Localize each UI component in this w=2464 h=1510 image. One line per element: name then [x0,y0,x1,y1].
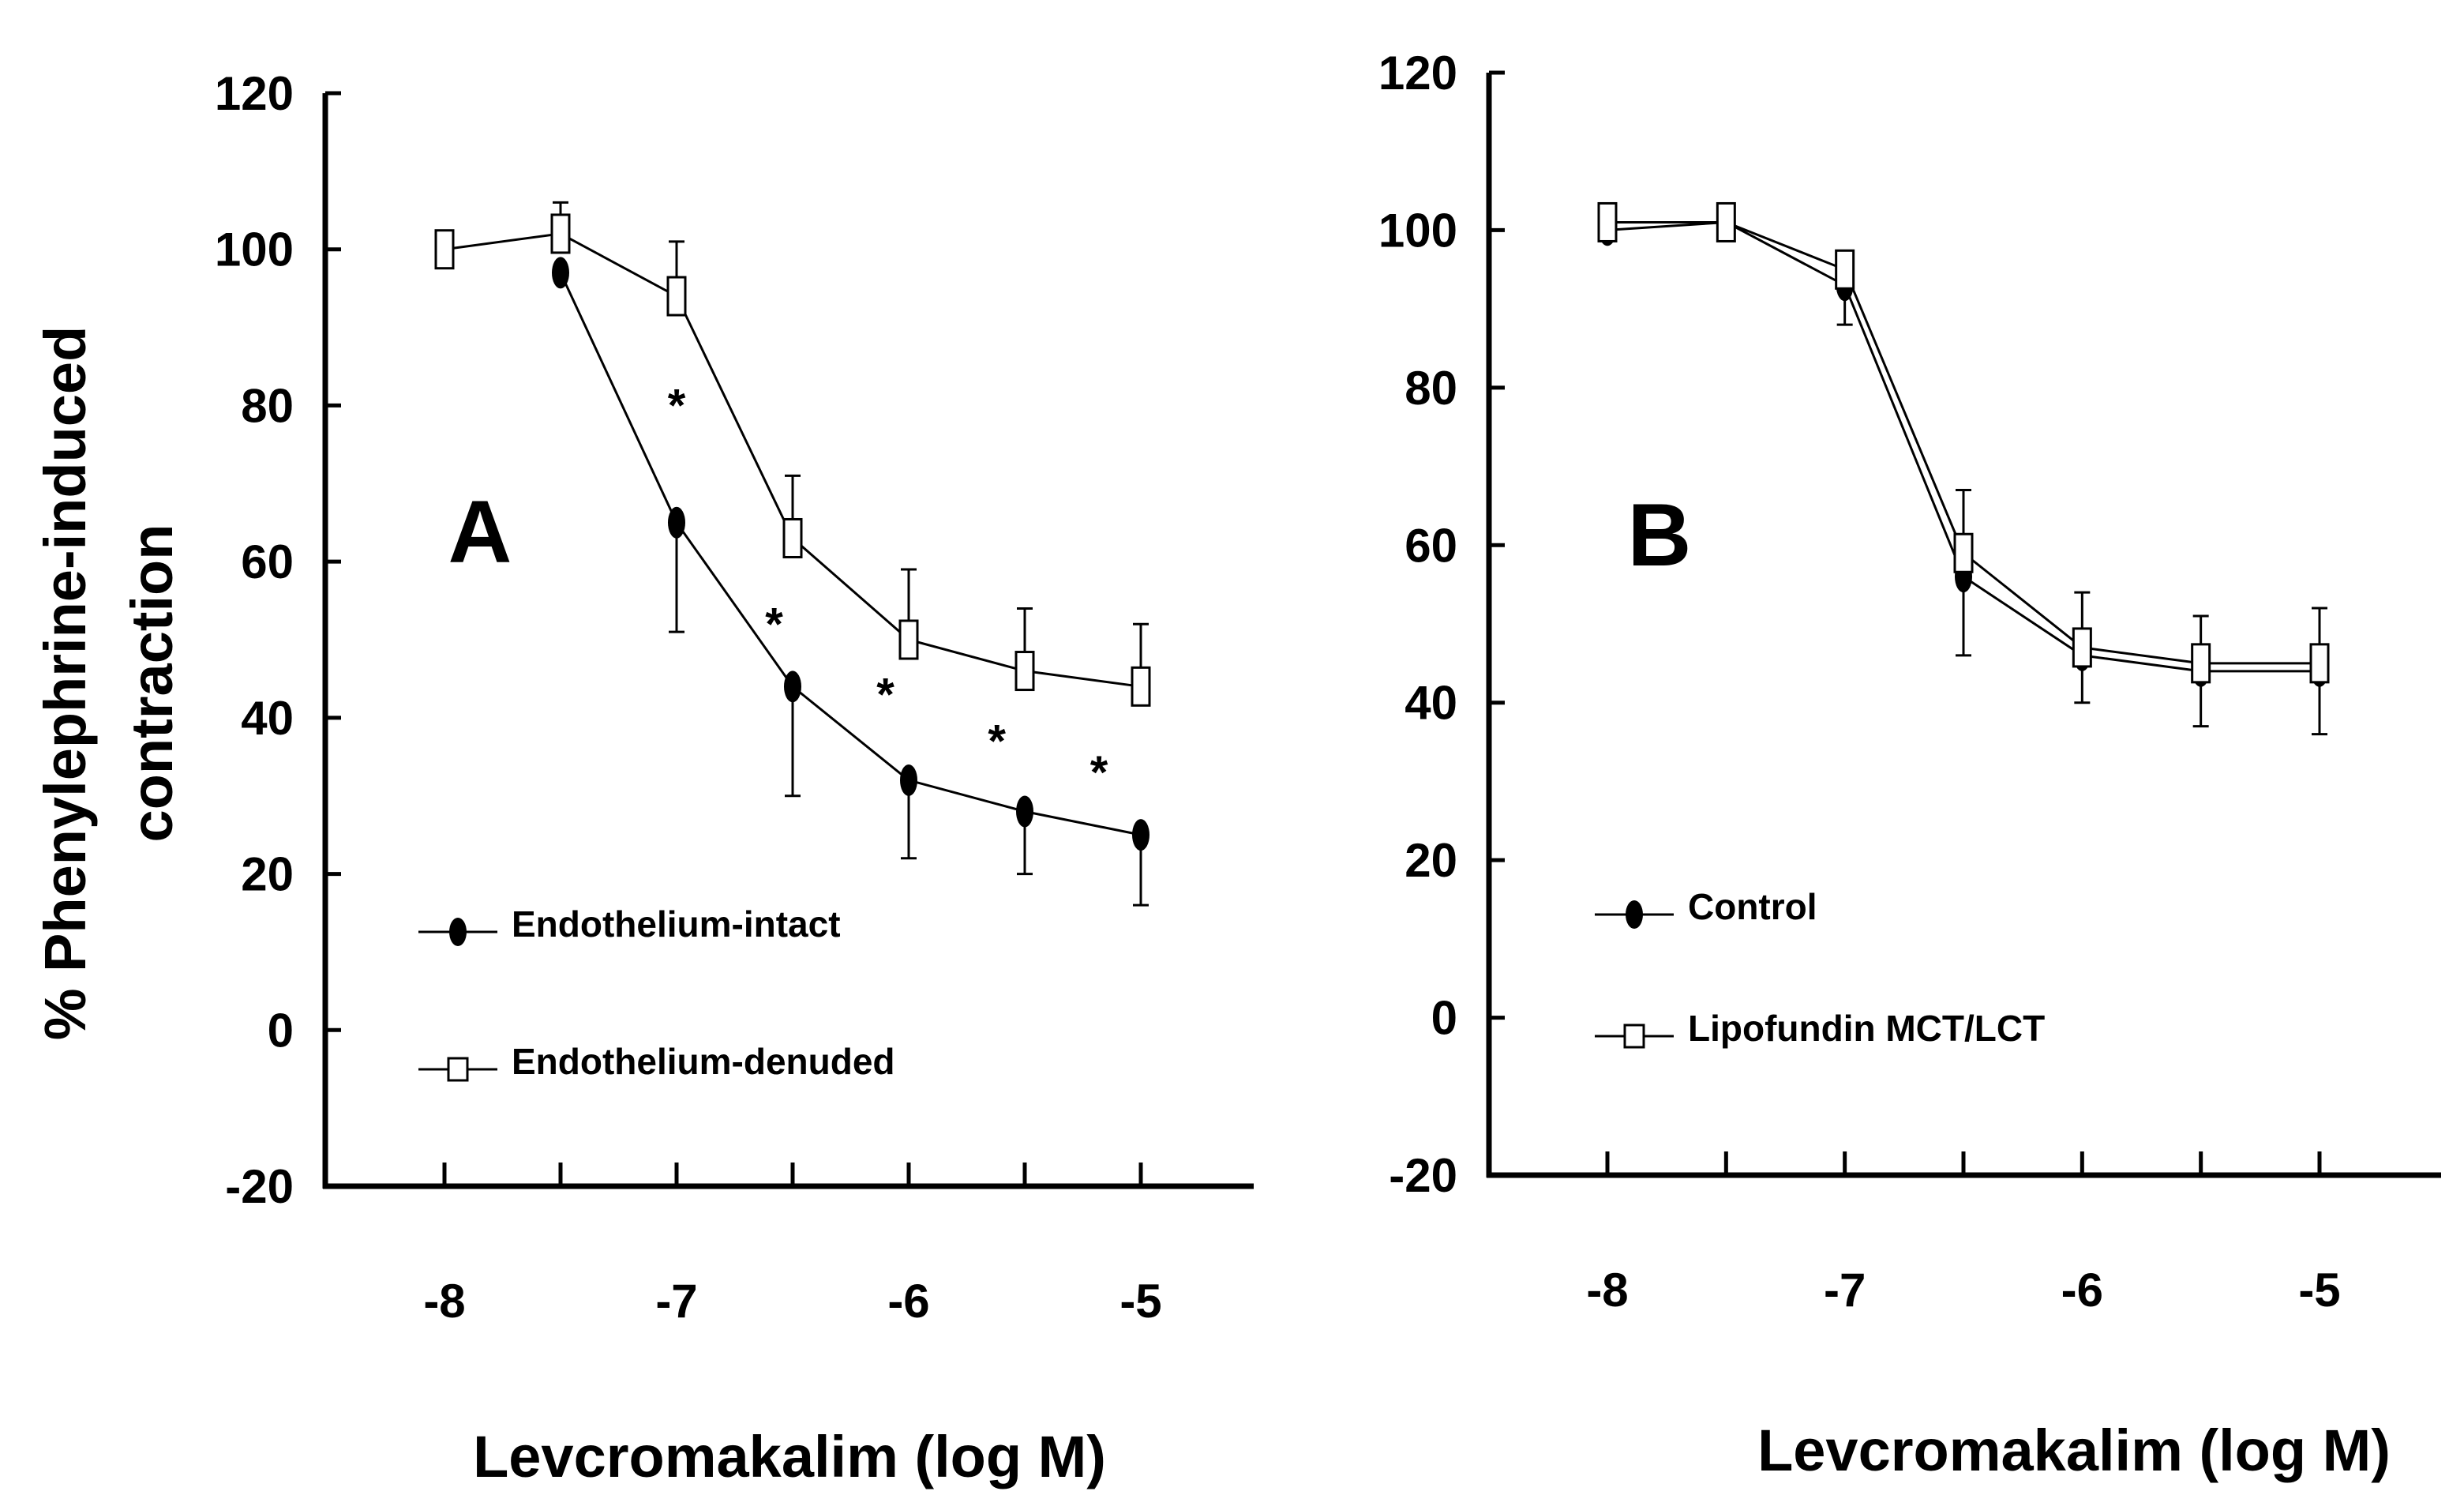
panel-a-x-tick-label: -7 [655,1275,697,1328]
panel-a-x-tick-label: -8 [423,1275,465,1328]
panel-b-x-tick-label: -8 [1586,1264,1628,1317]
panel-a-x-tick-label: -6 [887,1275,929,1328]
panel-b-lipofundin-mct-lct-legend-label: Lipofundin MCT/LCT [1688,1008,2045,1049]
panel-b-y-tick-label: 40 [1405,677,1457,730]
panel-b-lipofundin-mct-lct-marker [1953,532,1974,573]
panel-b-x-tick-label: -5 [2298,1264,2340,1317]
panel-a-endothelium-denuded-marker [782,517,803,558]
panel-b-y-tick-label: 20 [1405,834,1457,887]
panel-b-lipofundin-mct-lct-marker [2072,627,2092,668]
panel-a-endothelium-intact-marker [668,506,685,539]
panel-a-endothelium-denuded-marker [898,619,919,660]
panel-a-letter: A [448,483,512,581]
y-axis-title-line-1: % Phenylephrine-induced [32,326,98,1041]
panel-a-y-tick-label: 100 [215,223,294,276]
panel-b-x-tick-label: -6 [2061,1264,2103,1317]
panel-b-lipofundin-mct-lct-marker [1835,249,1855,290]
panel-a-endothelium-denuded-legend-marker [447,1057,469,1082]
panel-a-endothelium-denuded-marker [666,276,687,317]
panel-a-significance-asterisk: * [988,716,1006,768]
panel-b-lipofundin-mct-lct-marker [1716,201,1736,242]
panel-a-endothelium-denuded-marker [550,213,571,254]
panel-b-x-tick-label: -7 [1824,1264,1866,1317]
y-axis-title: % Phenylephrine-induced contraction [32,326,185,1041]
panel-a-endothelium-intact-marker [1132,819,1149,851]
panel-b-y-tick-label: 0 [1431,992,1457,1045]
panel-a-endothelium-denuded-legend-label: Endothelium-denuded [512,1041,895,1082]
panel-a-x-axis-title: Levcromakalim (log M) [473,1424,1106,1489]
panel-b-letter: B [1628,486,1692,584]
panel-a-endothelium-intact-marker [552,257,569,289]
panel-a-endothelium-denuded-marker [1131,666,1151,707]
panel-a-significance-asterisk: * [876,669,894,720]
panel-a-significance-asterisk: * [668,381,686,432]
panel-a-endothelium-intact-marker [1016,795,1033,828]
y-axis-title-line-2: contraction [119,524,185,843]
panel-a-endothelium-intact-marker [900,764,917,796]
panel-b-y-tick-label: 60 [1405,519,1457,572]
panel-b-chart: -20 0 20 40 60 80 100 120 -8 -7 -6 -5 Levcromakalim … [1378,47,2441,1483]
panel-b-control-legend-label: Control [1688,886,1817,927]
panel-a-y-tick-label: 40 [241,692,294,745]
panel-b-y-tick-label: -20 [1389,1149,1457,1202]
panel-a-endothelium-denuded-marker [1014,651,1035,692]
panel-a-endothelium-intact-marker [784,670,801,703]
panel-b-y-tick-label: 100 [1378,204,1457,257]
panel-b-y-tick-label: 120 [1378,47,1457,100]
panel-a-y-tick-label: 20 [241,848,294,901]
panel-a-significance-asterisk: * [1090,747,1108,798]
panel-a-significance-asterisk: * [765,599,783,650]
panel-a-y-tick-label: 0 [268,1004,294,1057]
panel-b-x-axis-title: Levcromakalim (log M) [1757,1418,2391,1483]
panel-a-x-tick-label: -5 [1119,1275,1161,1328]
panel-b-control-legend-marker [1626,900,1643,929]
panel-a-endothelium-intact-legend-label: Endothelium-intact [512,903,841,945]
panel-a-endothelium-denuded-marker [434,229,455,270]
panel-a-endothelium-intact-line [559,272,1142,836]
panel-a-chart: -20 0 20 40 60 80 100 120 -8 -7 -6 -5 Levcromakalim … [215,67,1254,1489]
panel-a-y-tick-label: 120 [215,67,294,120]
panel-a-endothelium-intact-legend-marker [449,918,467,946]
panel-a-y-tick-label: 60 [241,535,294,588]
panel-b-lipofundin-mct-lct-legend-marker [1623,1024,1645,1049]
panel-a-y-tick-label: 80 [241,379,294,432]
panel-a-endothelium-denuded-line [444,232,1142,688]
panel-b-lipofundin-mct-lct-marker [1597,201,1618,242]
panel-b-lipofundin-mct-lct-marker [2309,643,2330,684]
panel-a-y-tick-label: -20 [225,1160,294,1213]
panel-b-y-tick-label: 80 [1405,362,1457,415]
panel-b-lipofundin-mct-lct-marker [2191,643,2211,684]
